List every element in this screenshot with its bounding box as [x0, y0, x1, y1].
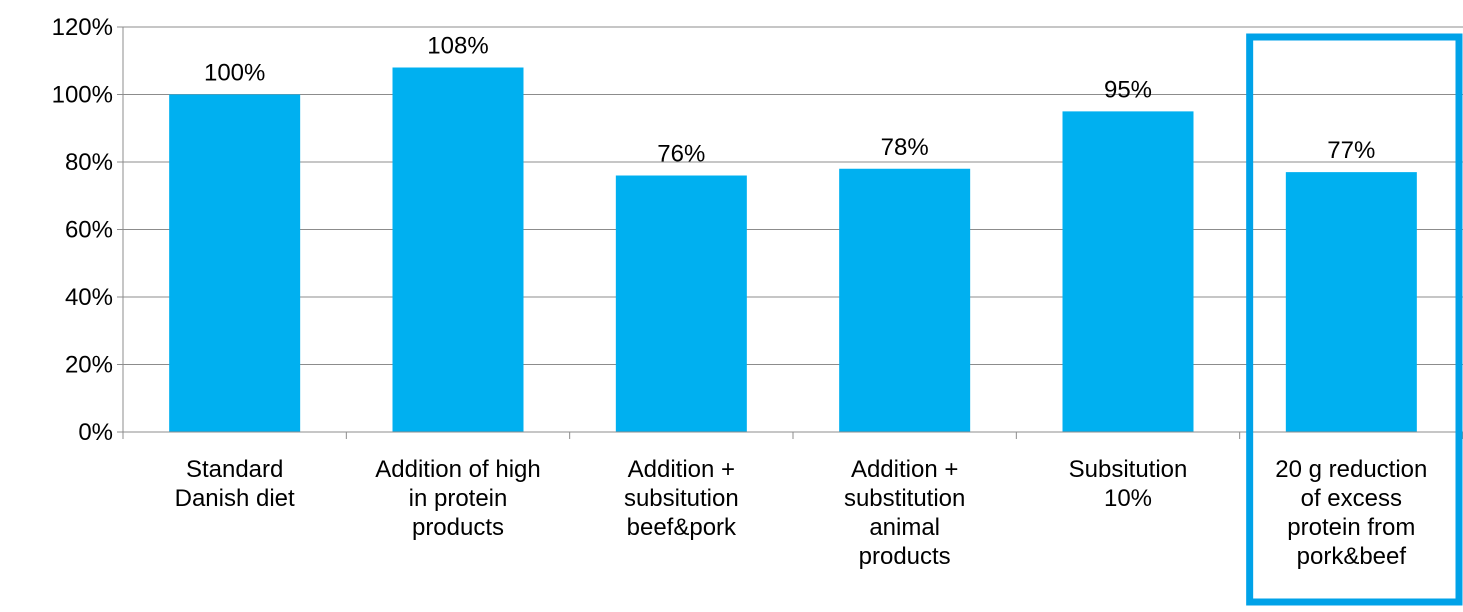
category-label: 20 g reduction of excess protein from pork&… — [1275, 456, 1427, 570]
data-label: 78% — [881, 134, 929, 161]
y-tick-label: 0% — [78, 419, 113, 446]
bar — [1285, 172, 1417, 432]
bar — [615, 175, 747, 432]
gridlines — [123, 26, 1463, 433]
y-tick-label: 40% — [65, 284, 113, 311]
data-label: 95% — [1104, 76, 1152, 103]
category-label: Addition + substitution animal products — [844, 456, 965, 570]
category-label: Addition + subsitution beef&pork — [624, 456, 739, 541]
category-label: Standard Danish diet — [175, 456, 295, 512]
category-label: Subsitution 10% — [1069, 456, 1188, 512]
bar — [392, 67, 524, 432]
y-tick-label: 100% — [52, 82, 113, 109]
bar — [1062, 111, 1194, 432]
y-tick-label: 20% — [65, 352, 113, 379]
data-label: 108% — [427, 33, 488, 60]
category-label: Addition of high in protein products — [375, 456, 540, 541]
bar — [839, 168, 971, 432]
data-label: 76% — [657, 141, 705, 168]
y-tick-label: 80% — [65, 149, 113, 176]
bar — [169, 94, 301, 432]
labels: 0% 20% 40% 60% 80% 100% 120% 100% Standard Danish… — [52, 14, 1428, 570]
data-label: 77% — [1327, 137, 1375, 164]
y-tick-label: 60% — [65, 217, 113, 244]
highlight-box — [1246, 33, 1463, 606]
y-tick-label: 120% — [52, 14, 113, 41]
data-label: 100% — [204, 60, 265, 87]
bars — [169, 67, 1417, 432]
axes — [117, 26, 1463, 439]
